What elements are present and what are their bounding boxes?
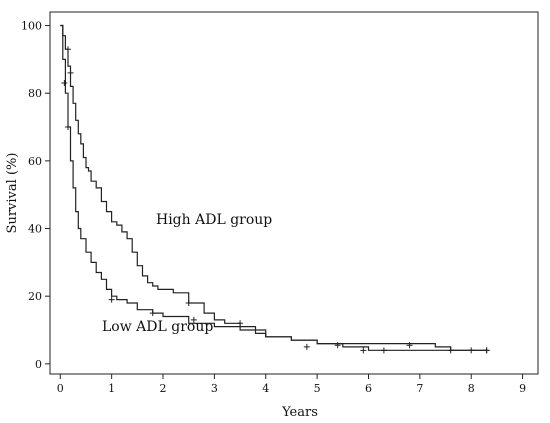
series-line-low-adl bbox=[60, 24, 487, 351]
x-tick-label: 0 bbox=[57, 382, 64, 395]
y-axis-title: Survival (%) bbox=[5, 153, 20, 234]
censor-mark bbox=[67, 69, 74, 76]
x-tick-label: 1 bbox=[108, 382, 115, 395]
annotation-low-adl: Low ADL group bbox=[102, 319, 213, 335]
censor-mark bbox=[149, 310, 156, 317]
x-tick-label: 4 bbox=[262, 382, 269, 395]
censor-mark bbox=[360, 347, 367, 354]
y-tick-label: 80 bbox=[28, 87, 42, 100]
x-tick-label: 9 bbox=[519, 382, 526, 395]
censor-mark bbox=[185, 299, 192, 306]
annotation-high-adl: High ADL group bbox=[156, 212, 272, 228]
axes: 0 1 2 3 4 5 6 7 8 9 0 20 40 60 80 100 bbox=[21, 20, 526, 395]
x-tick-label: 2 bbox=[160, 382, 167, 395]
censor-mark bbox=[64, 124, 71, 131]
censor-mark bbox=[237, 320, 244, 327]
censor-mark bbox=[334, 342, 341, 349]
censor-mark bbox=[190, 316, 197, 323]
y-tick-label: 40 bbox=[28, 223, 42, 236]
censor-mark bbox=[447, 347, 454, 354]
censor-mark bbox=[61, 80, 68, 87]
plot-area-frame bbox=[49, 11, 539, 375]
censor-mark bbox=[406, 342, 413, 349]
x-tick-label: 8 bbox=[468, 382, 475, 395]
censor-mark bbox=[303, 343, 310, 350]
y-tick-label: 20 bbox=[28, 290, 42, 303]
censor-mark bbox=[64, 46, 71, 53]
x-tick-label: 6 bbox=[365, 382, 372, 395]
series-group bbox=[60, 24, 487, 351]
x-axis-title: Years bbox=[281, 405, 318, 420]
censor-mark bbox=[380, 347, 387, 354]
y-tick-label: 100 bbox=[21, 20, 42, 33]
x-tick-label: 3 bbox=[211, 382, 218, 395]
x-tick-label: 7 bbox=[416, 382, 423, 395]
series-line-high-adl bbox=[60, 24, 487, 351]
x-tick-label: 5 bbox=[314, 382, 321, 395]
y-tick-label: 60 bbox=[28, 155, 42, 168]
censor-mark bbox=[108, 296, 115, 303]
censor-mark bbox=[468, 347, 475, 354]
censor-marks bbox=[61, 46, 490, 354]
censor-mark bbox=[483, 347, 490, 354]
y-tick-label: 0 bbox=[35, 358, 42, 371]
